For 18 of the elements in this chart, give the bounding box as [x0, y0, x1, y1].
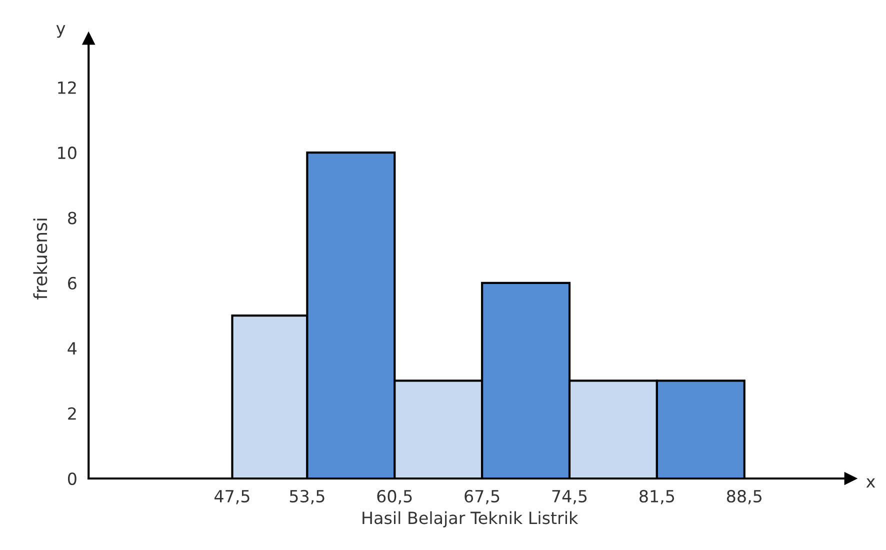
x-tick-label: 60,5: [377, 490, 412, 504]
x-tick-label: 88,5: [726, 490, 762, 504]
y-tick-label: 6: [68, 276, 76, 290]
x-tick-label: 53,5: [290, 490, 324, 504]
y-tick-label: 4: [68, 342, 77, 354]
y-tick-label: 8: [68, 212, 76, 224]
text: y: [56, 25, 66, 38]
y-tick-label: 12: [58, 81, 76, 94]
text: x: [866, 478, 876, 488]
x-tick-label: 67,5: [464, 490, 500, 504]
x-tick-label: 81,5: [640, 490, 674, 504]
x-axis-title: Hasil Belajar Teknik Listrik: [362, 511, 578, 528]
y-tick-label: 10: [58, 146, 76, 160]
y-axis-title: frekuensi: [33, 218, 48, 300]
x-tick-label: 47,5: [214, 490, 250, 504]
x-tick-label: 74,5: [552, 490, 587, 504]
y-tick-label: 0: [68, 472, 76, 486]
y-tick-label: 2: [68, 407, 76, 420]
